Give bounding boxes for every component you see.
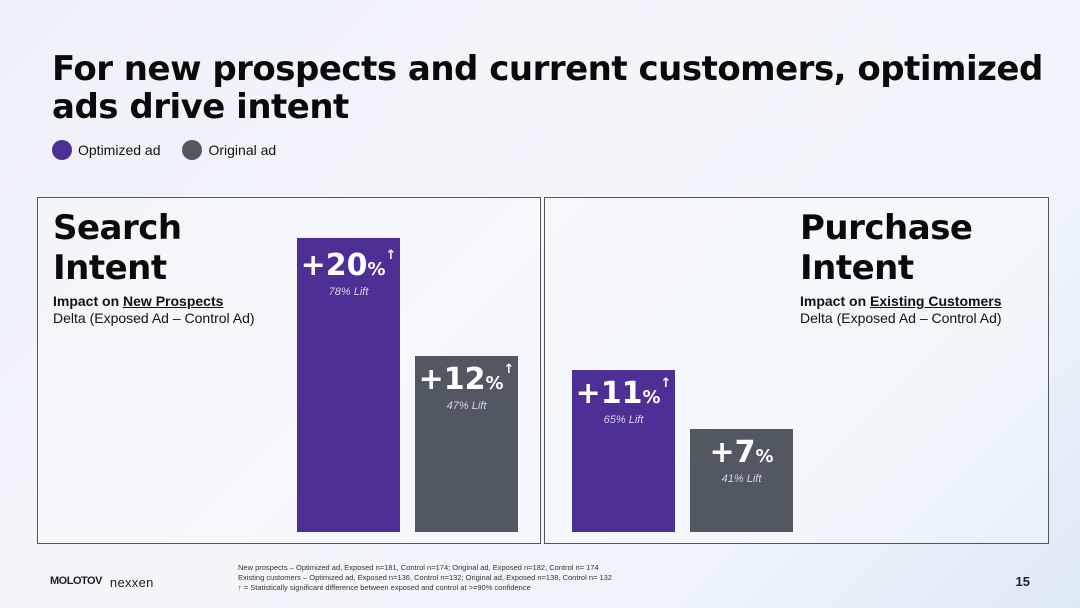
brand-logos: MOLOTOV nexxen (50, 575, 154, 590)
footnote-line-2: Existing customers – Optimized ad, Expos… (238, 573, 612, 582)
purchase-intent-panel: Purchase Intent Impact on Existing Custo… (544, 197, 1049, 544)
heading-line-2: Intent (800, 248, 914, 288)
bar-search-optimized: +20%↑ 78% Lift (297, 238, 400, 532)
footnote-line-3: ↑ = Statistically significant difference… (238, 583, 531, 592)
purchase-intent-heading: Purchase Intent (800, 208, 973, 288)
significance-arrow-icon: ↑ (503, 361, 515, 377)
logo-left: MOLOTOV (50, 575, 102, 587)
bar-value-label: +7% (709, 435, 774, 471)
significance-arrow-icon: ↑ (385, 248, 397, 263)
legend-swatch-original (182, 140, 203, 160)
chart-legend: Optimized ad Original ad (52, 140, 276, 160)
search-intent-panel: Search Intent Impact on New Prospects De… (37, 197, 541, 544)
search-intent-heading: Search Intent (53, 208, 182, 288)
bar-lift-label: 65% Lift (603, 414, 644, 427)
heading-line-1: Search (53, 208, 182, 248)
subtitle-delta: Delta (Exposed Ad – Control Ad) (53, 310, 255, 326)
heading-line-1: Purchase (800, 208, 973, 248)
bar-value-label: +20%↑ (300, 248, 397, 283)
bar-purchase-optimized: +11%↑ 65% Lift (572, 370, 675, 532)
purchase-intent-subtitle: Impact on Existing Customers Delta (Expo… (800, 293, 1002, 327)
legend-item-optimized: Optimized ad (52, 140, 160, 160)
page-number: 15 (1015, 574, 1030, 589)
logo-right: nexxen (109, 575, 154, 590)
subtitle-delta: Delta (Exposed Ad – Control Ad) (800, 310, 1002, 326)
bar-lift-label: 41% Lift (721, 473, 762, 486)
legend-swatch-optimized (52, 140, 72, 160)
bar-lift-label: 78% Lift (328, 286, 369, 298)
bar-value-label: +12%↑ (418, 361, 515, 397)
legend-label-optimized: Optimized ad (78, 142, 161, 158)
subtitle-prefix: Impact on (800, 293, 871, 309)
subtitle-audience: Existing Customers (870, 293, 1002, 309)
slide-title: For new prospects and current customers,… (52, 49, 1043, 127)
bar-value-label: +11%↑ (575, 376, 672, 412)
subtitle-prefix: Impact on (53, 293, 124, 309)
subtitle-audience: New Prospects (123, 293, 224, 309)
significance-arrow-icon: ↑ (660, 376, 672, 392)
bar-purchase-original: +7% 41% Lift (690, 429, 793, 532)
search-intent-subtitle: Impact on New Prospects Delta (Exposed A… (53, 293, 255, 327)
bar-search-original: +12%↑ 47% Lift (415, 355, 518, 532)
heading-line-2: Intent (53, 248, 167, 288)
footnote-line-1: New prospects – Optimized ad, Exposed n=… (238, 563, 599, 572)
footnote: New prospects – Optimized ad, Exposed n=… (238, 563, 612, 593)
legend-label-original: Original ad (208, 142, 277, 158)
bar-lift-label: 47% Lift (446, 399, 487, 412)
legend-item-original: Original ad (182, 140, 276, 160)
